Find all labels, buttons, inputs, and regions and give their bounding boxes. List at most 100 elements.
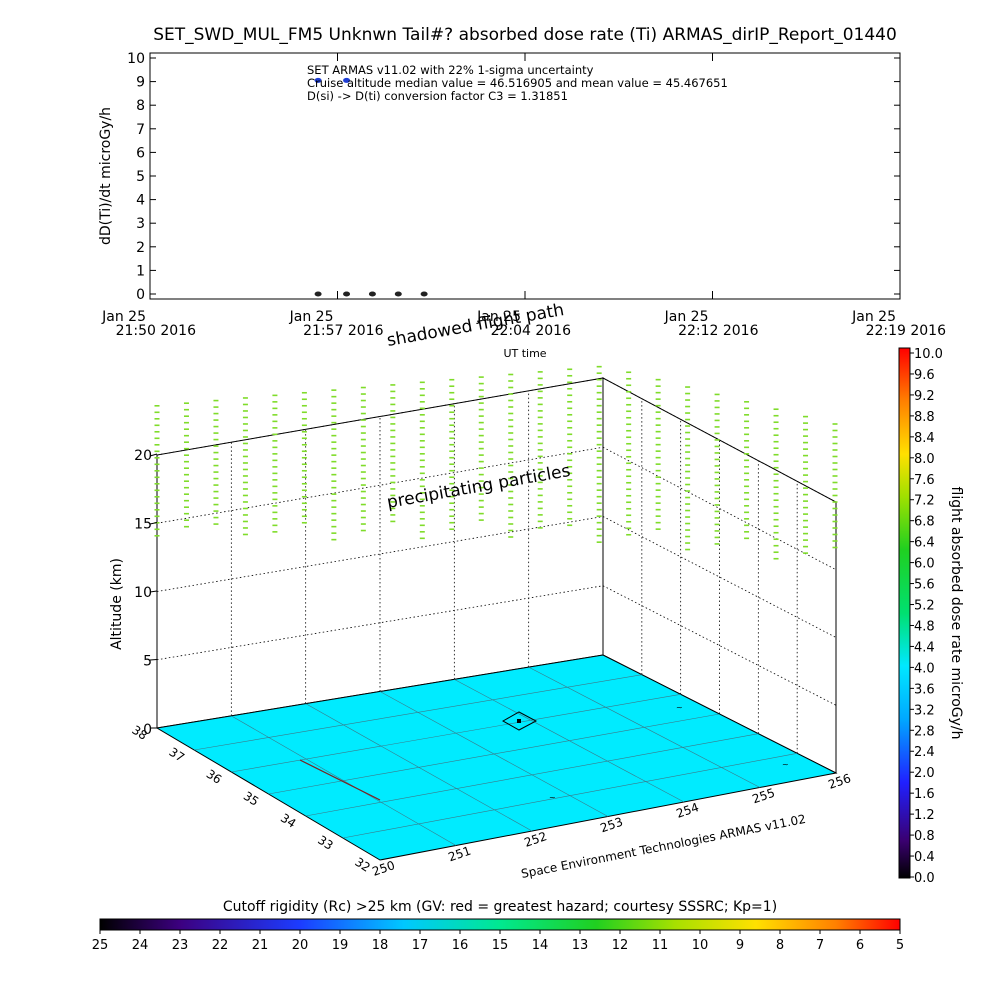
flight-dose-marker xyxy=(537,488,543,490)
flight-dose-marker xyxy=(537,397,543,399)
flight-dose-marker xyxy=(478,519,484,521)
dose-colorbar-tick-label: 2.8 xyxy=(914,724,935,739)
flight-dose-marker xyxy=(626,416,632,419)
flight-dose-marker xyxy=(183,415,189,417)
flight-dose-marker xyxy=(478,460,484,463)
latitude-tick-label: 33 xyxy=(315,833,335,853)
flight-dose-marker xyxy=(655,391,661,394)
flight-dose-marker xyxy=(626,429,632,432)
flight-dose-marker xyxy=(537,371,543,373)
rigidity-tick-label: 25 xyxy=(92,938,109,953)
flight-dose-marker xyxy=(685,412,691,414)
flight-dose-marker xyxy=(301,469,307,472)
flight-dose-marker xyxy=(744,511,750,514)
flight-dose-marker xyxy=(478,434,484,437)
flight-dose-marker xyxy=(419,420,425,423)
flight-dose-marker xyxy=(331,408,337,411)
flight-dose-marker xyxy=(213,438,219,441)
flight-dose-marker xyxy=(213,451,219,454)
flight-dose-marker xyxy=(508,432,514,434)
flight-dose-marker xyxy=(685,444,691,447)
flight-dose-marker xyxy=(360,432,366,434)
rigidity-tick-label: 15 xyxy=(492,938,509,953)
flight-dose-marker xyxy=(449,437,455,440)
flight-dose-marker xyxy=(508,510,514,512)
flight-dose-marker xyxy=(183,499,189,502)
flight-dose-marker xyxy=(596,398,602,400)
latitude-tick-label: 32 xyxy=(352,855,372,875)
flight-dose-marker xyxy=(567,387,573,390)
rigidity-tick-label: 17 xyxy=(412,938,429,953)
flight-dose-marker xyxy=(183,493,189,495)
flight-dose-marker xyxy=(744,518,750,520)
latitude-ticks: 38 37 36 35 34 33 32 xyxy=(129,723,372,875)
flight-dose-marker xyxy=(537,429,543,432)
flight-dose-marker xyxy=(832,540,838,542)
flight-dose-marker xyxy=(213,516,219,519)
flight-dose-marker xyxy=(301,515,307,518)
flight-dose-marker xyxy=(567,465,573,468)
dose-y-ticks: 0 1 2 3 4 5 6 7 8 9 10 xyxy=(127,51,900,303)
flight-dose-marker xyxy=(449,502,455,505)
flight-dose-marker xyxy=(301,482,307,485)
flight-dose-marker xyxy=(183,512,189,515)
flight-dose-marker xyxy=(360,529,366,532)
flight-dose-marker xyxy=(508,438,514,441)
flight-dose-marker xyxy=(714,504,720,506)
flight-dose-marker xyxy=(685,418,691,421)
altitude-tick-label: 20 xyxy=(134,448,152,464)
dose-y-tick-label: 0 xyxy=(136,287,145,303)
flight-dose-marker xyxy=(360,419,366,421)
flight-dose-marker xyxy=(537,423,543,425)
flight-dose-marker xyxy=(832,546,838,549)
flight-dose-marker xyxy=(508,477,514,480)
flight-dose-marker xyxy=(360,484,366,486)
flight-dose-marker xyxy=(773,486,779,489)
flight-dose-marker xyxy=(596,502,602,504)
flight-dose-marker xyxy=(744,531,750,533)
dose-colorbar-tick-label: 1.6 xyxy=(914,787,935,802)
flight-dose-marker xyxy=(685,431,691,434)
flight-dose-marker xyxy=(183,519,189,521)
flight-dose-marker xyxy=(390,494,396,497)
flight-dose-marker xyxy=(803,461,809,463)
flight-dose-marker xyxy=(655,515,661,517)
flight-dose-marker xyxy=(596,443,602,446)
dose-colorbar-tick-label: 2.0 xyxy=(914,766,935,781)
flight-dose-marker xyxy=(655,456,661,459)
flight-dose-marker xyxy=(773,460,779,463)
flight-dose-marker xyxy=(596,495,602,498)
flight-dose-marker xyxy=(714,465,720,467)
flight-dose-marker xyxy=(714,543,720,545)
dose-y-axis-label: dD(Ti)/dt microGy/h xyxy=(98,107,114,245)
flight-dose-marker xyxy=(626,442,632,445)
flight-dose-marker xyxy=(655,450,661,452)
dose-y-tick-label: 2 xyxy=(136,240,145,256)
flight-dose-marker xyxy=(685,542,691,544)
flight-dose-marker xyxy=(537,455,543,458)
flight-dose-marker xyxy=(301,437,307,440)
flight-dose-marker xyxy=(154,509,160,511)
flight-dose-marker xyxy=(272,485,278,488)
flight-dose-marker xyxy=(685,535,691,538)
flight-dose-marker xyxy=(390,423,396,425)
annotation-line-2: Cruise altitude median value = 46.516905… xyxy=(307,76,728,90)
flight-dose-marker xyxy=(213,419,219,421)
flight-dose-marker xyxy=(508,393,514,395)
flight-dose-marker xyxy=(154,496,160,498)
flight-dose-marker xyxy=(832,429,838,432)
flight-dose-marker xyxy=(360,471,366,473)
flight-dose-marker xyxy=(626,390,632,393)
flight-dose-marker xyxy=(331,519,337,521)
flight-dose-marker xyxy=(419,394,425,397)
rigidity-tick-label: 9 xyxy=(736,938,744,953)
flight-dose-marker xyxy=(655,482,661,485)
flight-dose-marker xyxy=(744,485,750,488)
flight-dose-marker xyxy=(803,532,809,535)
flight-dose-marker xyxy=(685,503,691,505)
flight-dose-marker xyxy=(714,432,720,435)
flight-dose-marker xyxy=(596,521,602,524)
flight-dose-marker xyxy=(301,508,307,511)
flight-dose-marker xyxy=(685,451,691,453)
